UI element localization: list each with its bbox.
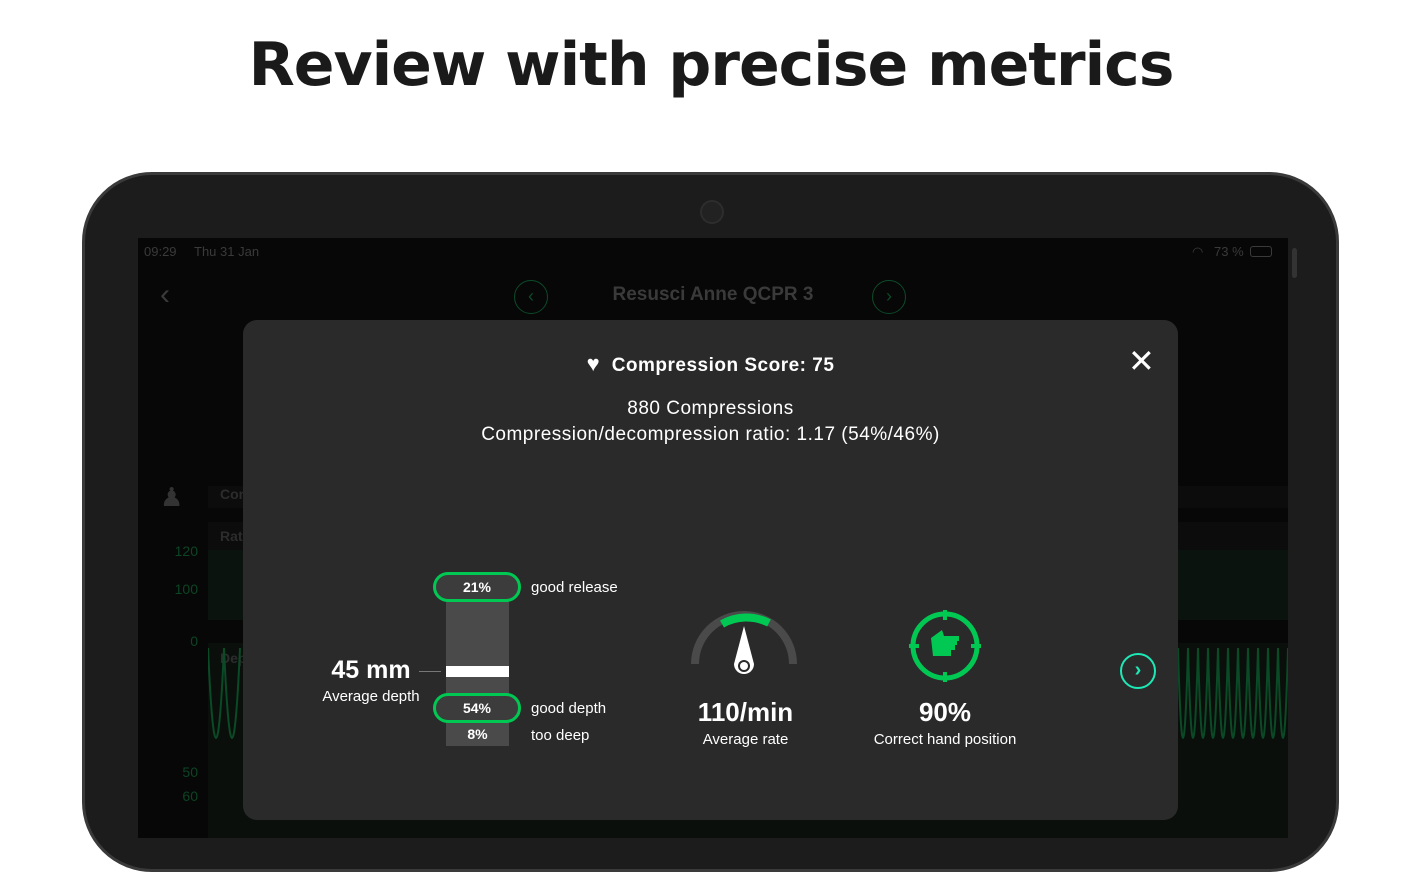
average-depth-label: Average depth	[322, 688, 420, 705]
y-tick: 50	[182, 764, 198, 780]
hand-position-icon	[909, 610, 981, 682]
score-title-row: ♥ Compression Score: 75	[243, 351, 1178, 377]
good-depth-label: good depth	[531, 700, 607, 717]
next-manikin-button[interactable]: ›	[872, 280, 906, 314]
next-page-button[interactable]: ›	[1120, 653, 1156, 689]
release-pill: 21%	[433, 572, 521, 602]
side-button	[1292, 248, 1297, 278]
status-time: 09:29	[144, 244, 177, 259]
status-date: Thu 31 Jan	[194, 244, 260, 259]
good-depth-pill: 54%	[433, 693, 521, 723]
compression-score-modal: ♥ Compression Score: 75 ✕ 880 Compressio…	[243, 320, 1178, 820]
wifi-icon: ◠	[1192, 244, 1204, 259]
compressions-count: 880 Compressions	[627, 398, 794, 419]
depth-waveform	[1178, 647, 1288, 739]
prev-manikin-button[interactable]: ‹	[514, 280, 548, 314]
rate-label: Rat	[220, 528, 243, 544]
too-deep-label: too deep	[531, 727, 590, 744]
release-label: good release	[531, 579, 618, 596]
battery-icon	[1250, 246, 1272, 257]
heart-icon: ♥	[586, 351, 601, 376]
headline: Review with precise metrics	[248, 30, 1175, 100]
section-label: Con	[220, 486, 248, 502]
hand-position-value: 90%	[918, 697, 972, 727]
average-depth-marker	[446, 666, 509, 677]
rate-gauge-icon	[691, 611, 797, 674]
camera	[700, 200, 724, 224]
close-button[interactable]: ✕	[1128, 343, 1155, 379]
average-depth-value: 45 mm	[331, 656, 411, 684]
compression-ratio: Compression/decompression ratio: 1.17 (5…	[481, 424, 940, 445]
average-rate-label: Average rate	[702, 731, 789, 748]
header-title: Resusci Anne QCPR 3	[612, 284, 814, 305]
average-rate-value: 110/min	[697, 697, 794, 727]
cpr-icon: ♟	[160, 482, 184, 512]
depth-waveform-left	[208, 647, 241, 739]
too-deep-pct: 8%	[467, 726, 488, 742]
hand-position-label: Correct hand position	[873, 731, 1017, 748]
depth-leader-line	[419, 671, 441, 672]
y-tick: 0	[190, 633, 198, 649]
y-tick: 60	[182, 788, 198, 804]
y-tick: 120	[174, 543, 198, 559]
back-button[interactable]: ‹	[160, 278, 170, 311]
status-battery: 73 %	[1214, 244, 1244, 259]
y-tick: 100	[174, 581, 198, 597]
score-title: Compression Score: 75	[611, 355, 835, 376]
